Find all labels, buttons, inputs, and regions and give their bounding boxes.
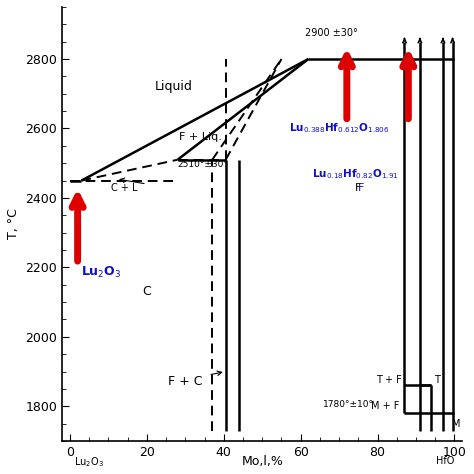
Text: Liquid: Liquid (155, 80, 193, 93)
Text: Mo,l,%: Mo,l,% (241, 455, 283, 468)
Text: 2900 ±30°: 2900 ±30° (305, 28, 358, 38)
Text: F: F (358, 182, 365, 192)
Text: C: C (143, 285, 151, 298)
Text: Lu$_2$O$_3$: Lu$_2$O$_3$ (74, 456, 104, 469)
Text: M + F: M + F (371, 401, 400, 411)
Text: Lu$_{2}$O$_{3}$: Lu$_{2}$O$_{3}$ (82, 265, 122, 280)
Text: F: F (355, 182, 362, 192)
Text: Lu$_{0.18}$Hf$_{0.82}$O$_{1.91}$: Lu$_{0.18}$Hf$_{0.82}$O$_{1.91}$ (312, 167, 399, 181)
Text: 2510°±30°: 2510°±30° (178, 160, 228, 169)
Text: Lu$_{0.388}$Hf$_{0.612}$O$_{1.806}$: Lu$_{0.388}$Hf$_{0.612}$O$_{1.806}$ (289, 121, 390, 136)
Y-axis label: T, °C: T, °C (7, 209, 20, 239)
Text: F + C: F + C (168, 375, 202, 389)
Text: T: T (434, 375, 440, 385)
Text: T + F: T + F (376, 375, 402, 385)
Text: M: M (452, 419, 461, 428)
Text: 1780°±10°: 1780°±10° (323, 400, 374, 409)
Text: F + Liq.: F + Liq. (179, 132, 222, 142)
Text: HfO: HfO (436, 456, 455, 465)
Text: C + L: C + L (110, 182, 137, 192)
